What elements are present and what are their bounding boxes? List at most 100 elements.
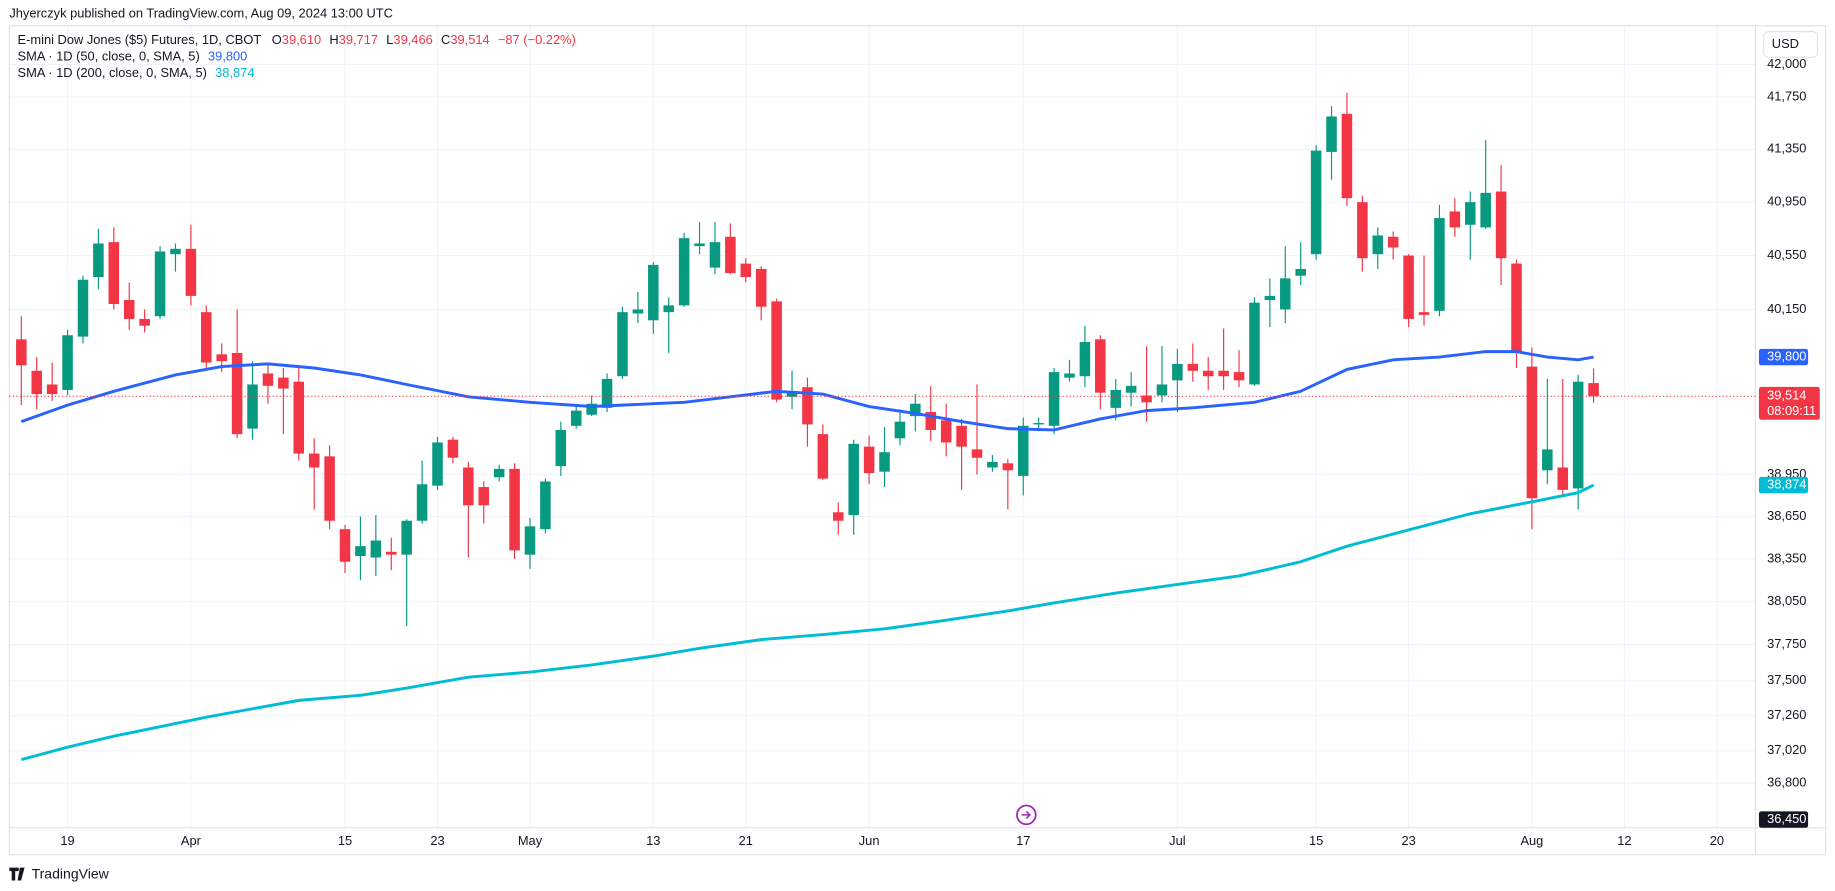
candle-body [1141,395,1152,403]
candle-body [478,487,490,506]
candle-body [940,420,952,443]
y-tick-label: 37,260 [1767,707,1806,722]
last-price-label: 39,514 [1767,388,1806,403]
candle-body [910,403,921,417]
candle-body [648,264,659,321]
candle-body [324,456,335,521]
ohlc-key: C [441,32,450,47]
x-tick-label: 19 [60,833,74,848]
y-tick-label: 38,050 [1767,593,1806,608]
candle-body [1249,302,1260,385]
candle-body [1280,278,1291,310]
candle-body [1341,113,1353,199]
candle-body [601,378,613,408]
candle-body [401,520,412,555]
candle-body [1002,463,1014,471]
legend-name: SMA · 1D (50, close, 0, SMA, 5) [18,49,200,64]
x-tick-label: 23 [430,833,444,848]
candle-body [1526,366,1538,499]
candle-body [139,318,150,326]
y-tick-label: 37,020 [1767,742,1806,757]
candle-body [231,352,243,435]
candle-body [493,468,505,478]
axis-bottom-badge [1758,811,1809,828]
y-tick-label: 40,550 [1767,247,1806,262]
x-tick-label: 15 [1309,833,1323,848]
candle-body [1464,202,1476,225]
candle-body [339,529,351,562]
publisher: Jhyerczyk published on TradingView.com, … [9,5,393,20]
candle-body [93,243,104,278]
candle-body [1156,384,1168,396]
candle-body [786,392,798,397]
x-tick-label: Jun [859,833,880,848]
legend-value: 38,874 [215,65,254,80]
candle-body [617,312,628,377]
candle-body [1033,423,1044,425]
candle-body [447,439,459,458]
candle-body [1172,363,1183,381]
y-tick-label: 38,650 [1767,508,1806,523]
ohlc-value: 39,717 [339,32,378,47]
y-tick-label: 41,350 [1767,141,1806,156]
candle-body [1326,116,1337,152]
candle-body [894,421,906,439]
currency[interactable]: USD [1772,36,1799,51]
candle-body [1418,312,1430,315]
symbol: E-mini Dow Jones ($5) Futures, 1D, CBOT [18,32,262,47]
candle-body [1048,372,1060,426]
ohlc-value: 39,610 [282,32,321,47]
candle-body [1125,385,1137,393]
ohlc-value: 39,514 [450,32,489,47]
candle-body [1187,363,1199,371]
currency-button[interactable] [1763,31,1819,58]
candle-body [540,481,551,530]
candle-body [201,312,212,363]
candle-body [1233,372,1245,381]
candle-body [802,387,813,425]
x-tick-label: Apr [181,833,202,848]
candle-body [31,370,43,395]
axis-bottom-label: 36,450 [1767,811,1806,826]
x-tick-label: 12 [1617,833,1631,848]
legend-sma200: SMA · 1D (200, close, 0, SMA, 5) 38,874 [18,65,255,80]
logo-mark [9,867,25,881]
legend-sma50: SMA · 1D (50, close, 0, SMA, 5) 39,800 [18,49,248,64]
candle-body [77,279,89,337]
candle-body [385,551,397,555]
candle-body [1372,235,1384,255]
candle-body [1542,449,1553,471]
ohlc-key: L [386,32,393,47]
candle-body [1357,202,1368,259]
candle-body [709,242,721,268]
ohlc-value: 39,466 [393,32,432,47]
candle-body [1495,191,1507,259]
candle-body [46,384,58,395]
candle-body [1202,370,1214,377]
candle-body [108,242,120,305]
legend-main: E-mini Dow Jones ($5) Futures, 1D, CBOT … [18,32,576,47]
candle-body [678,238,690,306]
candle-body [956,425,967,447]
event-icon-arrow [1021,810,1031,819]
change: −87 (−0.22%) [498,32,576,47]
candle-body [1387,236,1399,248]
candle-body [1434,218,1445,311]
candle-body [971,449,983,458]
y-tick-label: 42,000 [1767,56,1806,71]
x-tick-label: Aug [1520,833,1543,848]
y-tick-label: 37,750 [1767,636,1806,651]
candle-body [833,512,844,521]
candle-body [1079,342,1091,377]
candle-body [154,251,166,317]
price-badge-label: 39,800 [1767,348,1806,363]
candle-body [1572,381,1584,489]
grid [9,25,1756,828]
candle-body [1588,383,1599,397]
y-tick-label: 40,150 [1767,301,1806,316]
candle-body [416,484,428,521]
candle-body [185,248,197,296]
y-tick-label: 38,350 [1767,550,1806,565]
x-tick-label: 20 [1710,833,1724,848]
